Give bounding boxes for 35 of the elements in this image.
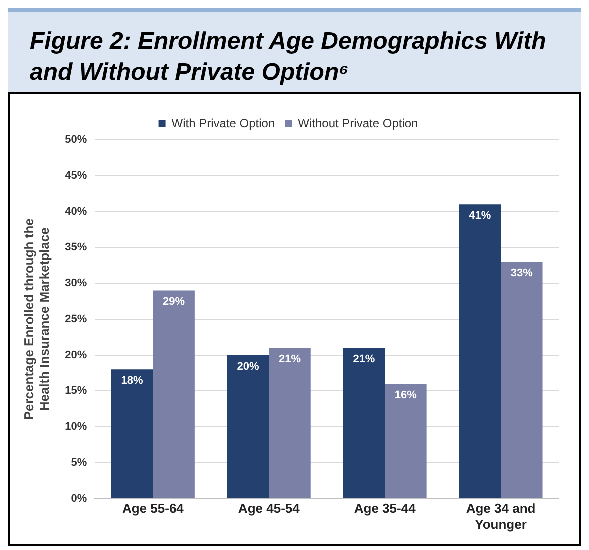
y-axis-title: Percentage Enrolled through the Health Insurance Marketplace — [21, 218, 52, 420]
x-tick-label: Age 45-54 — [238, 501, 301, 516]
y-tick-label: 10% — [65, 421, 88, 434]
bar — [343, 348, 386, 498]
x-tick-label: Age 34 and Younger — [466, 501, 536, 532]
data-label: 20% — [237, 360, 260, 373]
data-label: 21% — [353, 354, 376, 366]
bar — [385, 384, 427, 498]
legend-label: With Private Option — [172, 116, 276, 130]
data-label: 29% — [163, 296, 186, 308]
bar — [269, 348, 311, 498]
y-tick-label: 0% — [71, 492, 88, 505]
data-label: 16% — [394, 390, 418, 402]
legend-label: Without Private Option — [298, 116, 418, 130]
bar — [153, 290, 195, 498]
chart-title: Figure 2: Enrollment Age Demographics With and Without Private Option⁶ — [30, 27, 548, 88]
x-tick-label: Age 35-44 — [354, 501, 417, 516]
y-tick-label: 25% — [65, 313, 88, 326]
data-label: 18% — [121, 375, 144, 388]
y-tick-label: 5% — [71, 456, 88, 469]
y-tick-label: 35% — [65, 242, 88, 254]
bar — [459, 204, 502, 498]
bar — [501, 262, 543, 498]
bar — [111, 370, 154, 498]
data-label: 41% — [469, 210, 492, 222]
bar — [227, 355, 270, 498]
y-tick-label: 30% — [65, 278, 88, 290]
data-label: 33% — [510, 268, 534, 280]
y-tick-label: 15% — [65, 385, 88, 398]
y-tick-label: 50% — [65, 134, 88, 146]
x-tick-label: Age 55-64 — [122, 501, 185, 516]
data-label: 21% — [278, 354, 302, 366]
y-tick-label: 20% — [65, 349, 88, 362]
y-tick-label: 40% — [65, 206, 88, 218]
y-tick-label: 45% — [65, 170, 88, 182]
